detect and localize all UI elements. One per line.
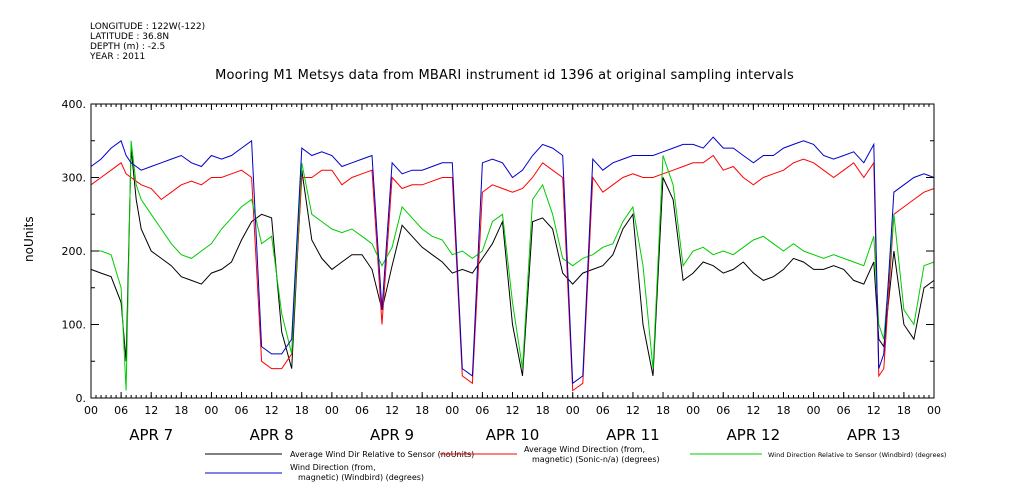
- x-tick-label: 06: [114, 404, 128, 417]
- x-tick-label: 00: [325, 404, 339, 417]
- series-line-4: [90, 136, 935, 385]
- y-tick-label: 200.: [62, 245, 87, 258]
- x-tick-label: 06: [235, 404, 249, 417]
- x-tick-label: 06: [475, 404, 489, 417]
- x-tick-label: 06: [716, 404, 730, 417]
- x-tick-label: 18: [536, 404, 550, 417]
- x-tick-label: 00: [686, 404, 700, 417]
- day-label: APR 7: [129, 426, 173, 444]
- day-label: APR 9: [370, 426, 414, 444]
- day-label: APR 13: [847, 426, 901, 444]
- chart-title: Mooring M1 Metsys data from MBARI instru…: [215, 68, 794, 83]
- x-tick-label: 18: [656, 404, 670, 417]
- latitude-label: LATITUDE : 36.8N: [90, 32, 170, 42]
- x-tick-label: 12: [746, 404, 760, 417]
- series-line-3: [91, 140, 935, 391]
- legend-label-1: Average Wind Dir Relative to Sensor (noU…: [290, 450, 474, 459]
- x-tick-label: 06: [837, 404, 851, 417]
- x-tick-label: 18: [776, 404, 790, 417]
- day-label: APR 10: [486, 426, 540, 444]
- x-tick-label: 00: [204, 404, 218, 417]
- day-label: APR 8: [250, 426, 294, 444]
- x-tick-label: 18: [415, 404, 429, 417]
- legend-label-2: Average Wind Direction (from, magnetic) (…: [524, 445, 660, 464]
- x-tick-label: 12: [626, 404, 640, 417]
- x-tick-label: 06: [355, 404, 369, 417]
- series-line-2: [90, 154, 935, 392]
- x-tick-label: 12: [506, 404, 520, 417]
- x-tick-label: 18: [295, 404, 309, 417]
- x-tick-label: 00: [566, 404, 580, 417]
- x-tick-label: 12: [144, 404, 158, 417]
- series-line-1: [90, 148, 935, 376]
- depth-label: DEPTH (m) : -2.5: [90, 42, 166, 52]
- plot-frame: [90, 103, 935, 399]
- x-tick-label: 00: [807, 404, 821, 417]
- day-label: APR 11: [606, 426, 660, 444]
- x-tick-label: 12: [265, 404, 279, 417]
- x-tick-label: 12: [867, 404, 881, 417]
- x-tick-label: 12: [385, 404, 399, 417]
- x-tick-label: 18: [897, 404, 911, 417]
- legend-label-4: Wind Direction (from, magnetic) (Windbird…: [290, 463, 424, 482]
- y-tick-label: 300.: [62, 172, 87, 185]
- y-tick-label: 0.: [76, 392, 87, 405]
- legend-label-3: Wind Direction Relative to Sensor (Windb…: [768, 451, 946, 459]
- y-tick-label: 400.: [62, 98, 87, 111]
- x-tick-label: 00: [927, 404, 941, 417]
- x-tick-label: 00: [445, 404, 459, 417]
- x-tick-label: 18: [174, 404, 188, 417]
- y-tick-label: 100.: [62, 319, 87, 332]
- day-label: APR 12: [727, 426, 781, 444]
- x-tick-label: 00: [84, 404, 98, 417]
- longitude-label: LONGITUDE : 122W(-122): [90, 22, 206, 32]
- x-tick-label: 06: [596, 404, 610, 417]
- year-label: YEAR : 2011: [90, 52, 146, 62]
